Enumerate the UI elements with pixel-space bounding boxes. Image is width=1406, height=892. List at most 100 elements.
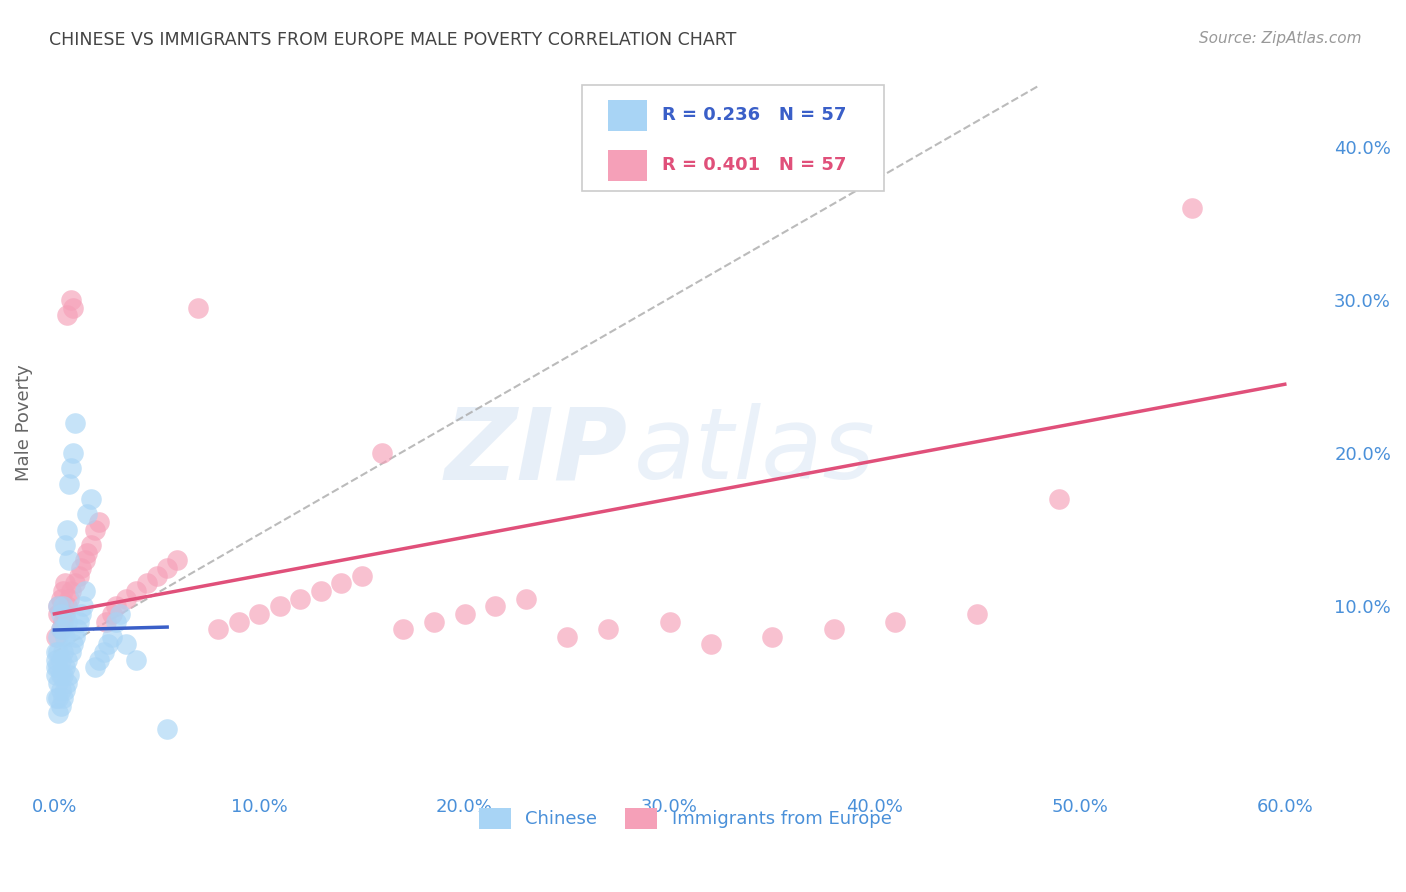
Point [58,591,80,606]
Point [75,553,97,567]
Point [53,576,76,591]
Point [453,607,475,621]
Point [48,607,70,621]
Point [49,607,72,621]
Point [55,599,77,614]
Point [52,668,75,682]
Point [823,622,845,636]
Point [166,553,188,567]
Point [101,607,124,621]
Point [350,568,373,582]
Point [125,653,148,667]
Point [207,622,229,636]
Point [59,645,82,659]
Point [67,568,90,582]
Point [658,615,681,629]
Point [966,607,988,621]
Point [52,583,75,598]
Point [699,638,721,652]
Text: Source: ZipAtlas.com: Source: ZipAtlas.com [1198,31,1361,46]
Point [94,615,117,629]
Point [55,675,77,690]
Point [97,638,120,652]
Text: ZIP: ZIP [444,403,627,500]
Point [125,583,148,598]
Point [72,599,94,614]
Text: CHINESE VS IMMIGRANTS FROM EUROPE MALE POVERTY CORRELATION CHART: CHINESE VS IMMIGRANTS FROM EUROPE MALE P… [49,31,737,49]
Text: R = 0.401   N = 57: R = 0.401 N = 57 [662,156,846,174]
Point [48,645,70,659]
Point [309,583,332,598]
Point [59,293,82,307]
Text: atlas: atlas [634,403,876,500]
Point [89,653,111,667]
Point [52,645,75,659]
Point [187,301,209,315]
Point [515,591,537,606]
Point [48,675,70,690]
Point [70,561,93,575]
Point [84,660,107,674]
Point [45,630,67,644]
Point [62,446,84,460]
Point [62,638,84,652]
Point [80,538,103,552]
Point [58,476,80,491]
Point [156,722,179,736]
Point [53,683,76,698]
Point [115,638,138,652]
Point [596,622,619,636]
Point [290,591,312,606]
Point [58,668,80,682]
Y-axis label: Male Poverty: Male Poverty [15,364,32,481]
Point [49,591,72,606]
Point [63,576,86,591]
Point [115,591,138,606]
Point [70,607,93,621]
Point [52,599,75,614]
Point [48,630,70,644]
Point [93,645,115,659]
FancyBboxPatch shape [607,100,647,131]
Point [76,546,98,560]
Point [108,607,131,621]
Point [249,607,271,621]
Point [422,615,444,629]
Point [1047,491,1070,506]
Point [1181,201,1204,215]
Point [53,538,76,552]
Point [53,660,76,674]
Point [48,691,70,706]
Point [49,683,72,698]
Point [48,706,70,721]
Point [49,668,72,682]
Point [55,523,77,537]
Point [45,653,67,667]
FancyBboxPatch shape [582,85,883,191]
Point [49,622,72,636]
Point [52,691,75,706]
Point [228,615,250,629]
Point [49,698,72,713]
Point [49,653,72,667]
Point [49,622,72,636]
Point [104,615,127,629]
Text: R = 0.236   N = 57: R = 0.236 N = 57 [662,106,846,125]
Point [63,630,86,644]
Point [66,622,89,636]
Point [48,660,70,674]
Point [63,416,86,430]
Point [62,301,84,315]
Point [55,653,77,667]
Point [53,607,76,621]
Point [45,645,67,659]
Point [45,660,67,674]
Point [53,630,76,644]
Point [48,599,70,614]
Point [104,599,127,614]
FancyBboxPatch shape [607,150,647,180]
Point [89,515,111,529]
Point [55,615,77,629]
Point [67,615,90,629]
Point [80,491,103,506]
